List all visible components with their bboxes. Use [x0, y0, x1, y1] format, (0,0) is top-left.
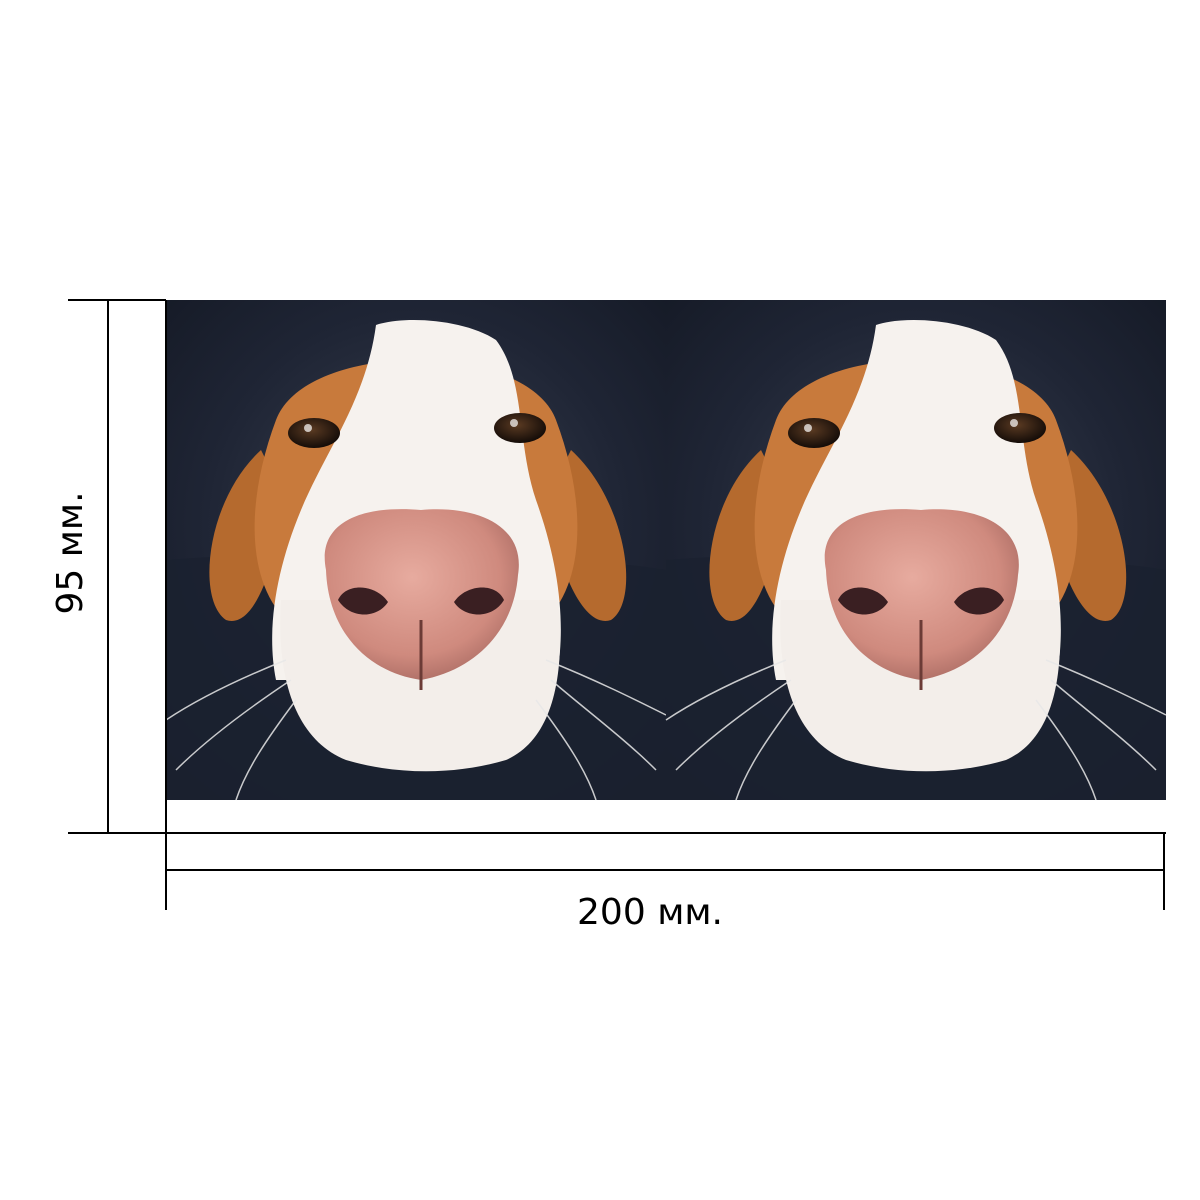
- width-label: 200 мм.: [577, 892, 723, 933]
- photo-panel-left: [164, 298, 668, 802]
- width-dimension-line: [165, 832, 1166, 910]
- height-label: 95 мм.: [50, 491, 91, 614]
- height-dimension-line: [68, 299, 167, 834]
- photo-panel-right: [664, 298, 1168, 802]
